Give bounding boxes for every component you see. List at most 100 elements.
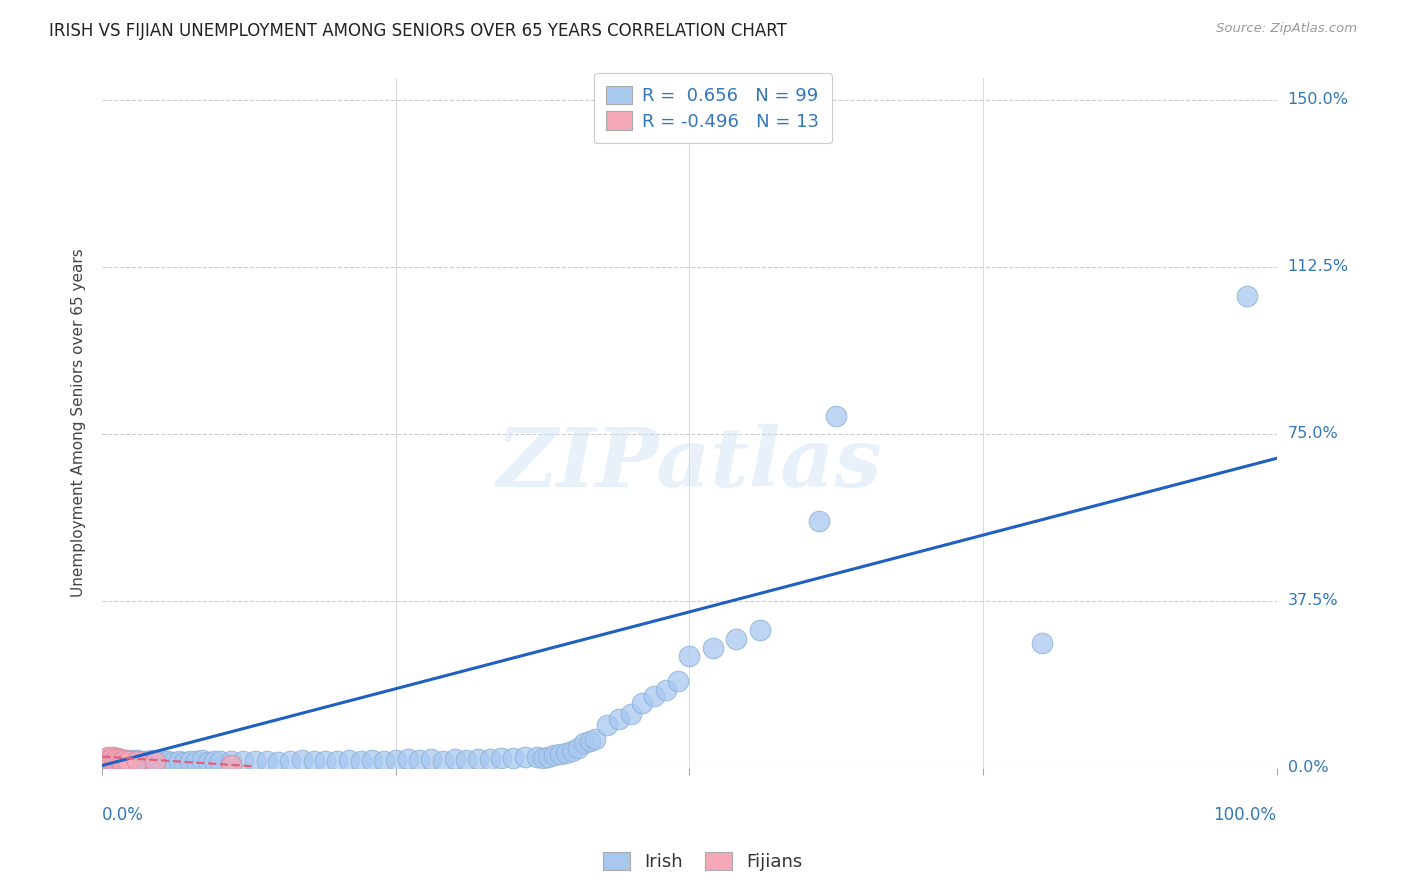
Point xyxy=(491,751,513,765)
Point xyxy=(314,754,336,768)
Point xyxy=(326,754,349,768)
Point xyxy=(104,752,127,766)
Point xyxy=(291,753,314,767)
Point xyxy=(278,754,301,768)
Point xyxy=(104,753,127,767)
Point xyxy=(128,755,150,769)
Point xyxy=(578,734,600,748)
Point xyxy=(456,753,478,767)
Point xyxy=(114,753,136,767)
Point xyxy=(120,755,142,769)
Text: 100.0%: 100.0% xyxy=(1213,805,1277,823)
Point xyxy=(373,754,395,768)
Text: ZIPatlas: ZIPatlas xyxy=(496,424,882,504)
Point xyxy=(337,753,360,767)
Text: IRISH VS FIJIAN UNEMPLOYMENT AMONG SENIORS OVER 65 YEARS CORRELATION CHART: IRISH VS FIJIAN UNEMPLOYMENT AMONG SENIO… xyxy=(49,22,787,40)
Point xyxy=(108,752,131,766)
Point xyxy=(124,755,146,769)
Point xyxy=(548,747,571,762)
Point xyxy=(100,753,122,767)
Point xyxy=(97,754,120,768)
Point xyxy=(101,754,124,768)
Point xyxy=(1031,636,1053,650)
Point xyxy=(138,755,160,769)
Text: Source: ZipAtlas.com: Source: ZipAtlas.com xyxy=(1216,22,1357,36)
Point xyxy=(110,755,132,769)
Point xyxy=(142,756,165,770)
Point xyxy=(478,752,501,766)
Text: 75.0%: 75.0% xyxy=(1288,426,1339,442)
Legend: Irish, Fijians: Irish, Fijians xyxy=(596,845,810,879)
Point xyxy=(115,754,138,768)
Point xyxy=(114,753,136,767)
Point xyxy=(408,753,430,767)
Text: 37.5%: 37.5% xyxy=(1288,593,1339,608)
Point xyxy=(114,755,136,769)
Point xyxy=(148,755,170,769)
Point xyxy=(127,755,149,769)
Point xyxy=(232,754,254,768)
Point xyxy=(107,753,129,767)
Point xyxy=(1236,289,1258,303)
Legend: R =  0.656   N = 99, R = -0.496   N = 13: R = 0.656 N = 99, R = -0.496 N = 13 xyxy=(593,73,832,144)
Point xyxy=(678,649,700,664)
Point xyxy=(127,753,149,767)
Point xyxy=(135,754,157,768)
Point xyxy=(502,751,524,765)
Point xyxy=(631,696,654,710)
Point xyxy=(208,755,231,769)
Point xyxy=(256,754,278,768)
Point xyxy=(197,755,219,769)
Point xyxy=(162,755,184,769)
Point xyxy=(112,756,135,770)
Point xyxy=(361,753,384,767)
Point xyxy=(134,756,156,770)
Point xyxy=(555,747,578,761)
Point xyxy=(655,682,678,697)
Point xyxy=(643,690,665,704)
Point xyxy=(725,632,748,646)
Point xyxy=(467,752,489,766)
Point xyxy=(202,754,225,768)
Point xyxy=(302,755,325,769)
Point xyxy=(156,754,179,768)
Point xyxy=(121,756,143,770)
Point xyxy=(396,752,419,766)
Point xyxy=(585,731,607,746)
Point xyxy=(125,756,148,770)
Point xyxy=(420,752,443,766)
Point xyxy=(117,756,139,770)
Point xyxy=(807,514,830,528)
Text: 0.0%: 0.0% xyxy=(1288,760,1329,775)
Point xyxy=(526,749,548,764)
Point xyxy=(111,754,134,768)
Point xyxy=(607,712,630,726)
Point xyxy=(267,755,290,769)
Point xyxy=(596,718,619,732)
Point xyxy=(97,749,120,764)
Point xyxy=(149,753,172,767)
Point xyxy=(748,623,770,637)
Point xyxy=(702,640,724,655)
Point xyxy=(825,409,848,423)
Point xyxy=(94,756,117,770)
Point xyxy=(385,753,408,767)
Point xyxy=(107,756,129,770)
Point xyxy=(432,754,454,768)
Point xyxy=(143,756,166,770)
Point xyxy=(561,744,583,758)
Point xyxy=(145,754,167,768)
Point xyxy=(100,752,122,766)
Point xyxy=(167,754,190,768)
Point xyxy=(186,755,208,769)
Point xyxy=(620,707,643,722)
Point xyxy=(122,754,145,768)
Point xyxy=(349,754,371,768)
Point xyxy=(572,736,595,750)
Point xyxy=(94,751,117,765)
Point xyxy=(513,750,536,764)
Text: 112.5%: 112.5% xyxy=(1288,260,1348,275)
Point xyxy=(243,755,266,769)
Point xyxy=(118,754,141,768)
Point xyxy=(117,754,139,768)
